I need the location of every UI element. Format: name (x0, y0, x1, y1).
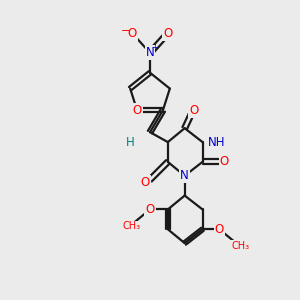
Text: O: O (133, 104, 142, 117)
Text: O: O (146, 203, 154, 216)
Text: O: O (220, 155, 229, 168)
Text: N: N (146, 46, 154, 59)
Text: CH₃: CH₃ (122, 221, 140, 231)
Text: H: H (126, 136, 135, 148)
Text: −: − (121, 26, 130, 36)
Text: O: O (163, 27, 172, 40)
Text: +: + (152, 44, 158, 52)
Text: N: N (180, 169, 189, 182)
Text: CH₃: CH₃ (231, 241, 249, 251)
Text: NH: NH (208, 136, 225, 148)
Text: O: O (215, 223, 224, 236)
Text: O: O (128, 27, 137, 40)
Text: O: O (140, 176, 150, 189)
Text: O: O (189, 104, 198, 117)
